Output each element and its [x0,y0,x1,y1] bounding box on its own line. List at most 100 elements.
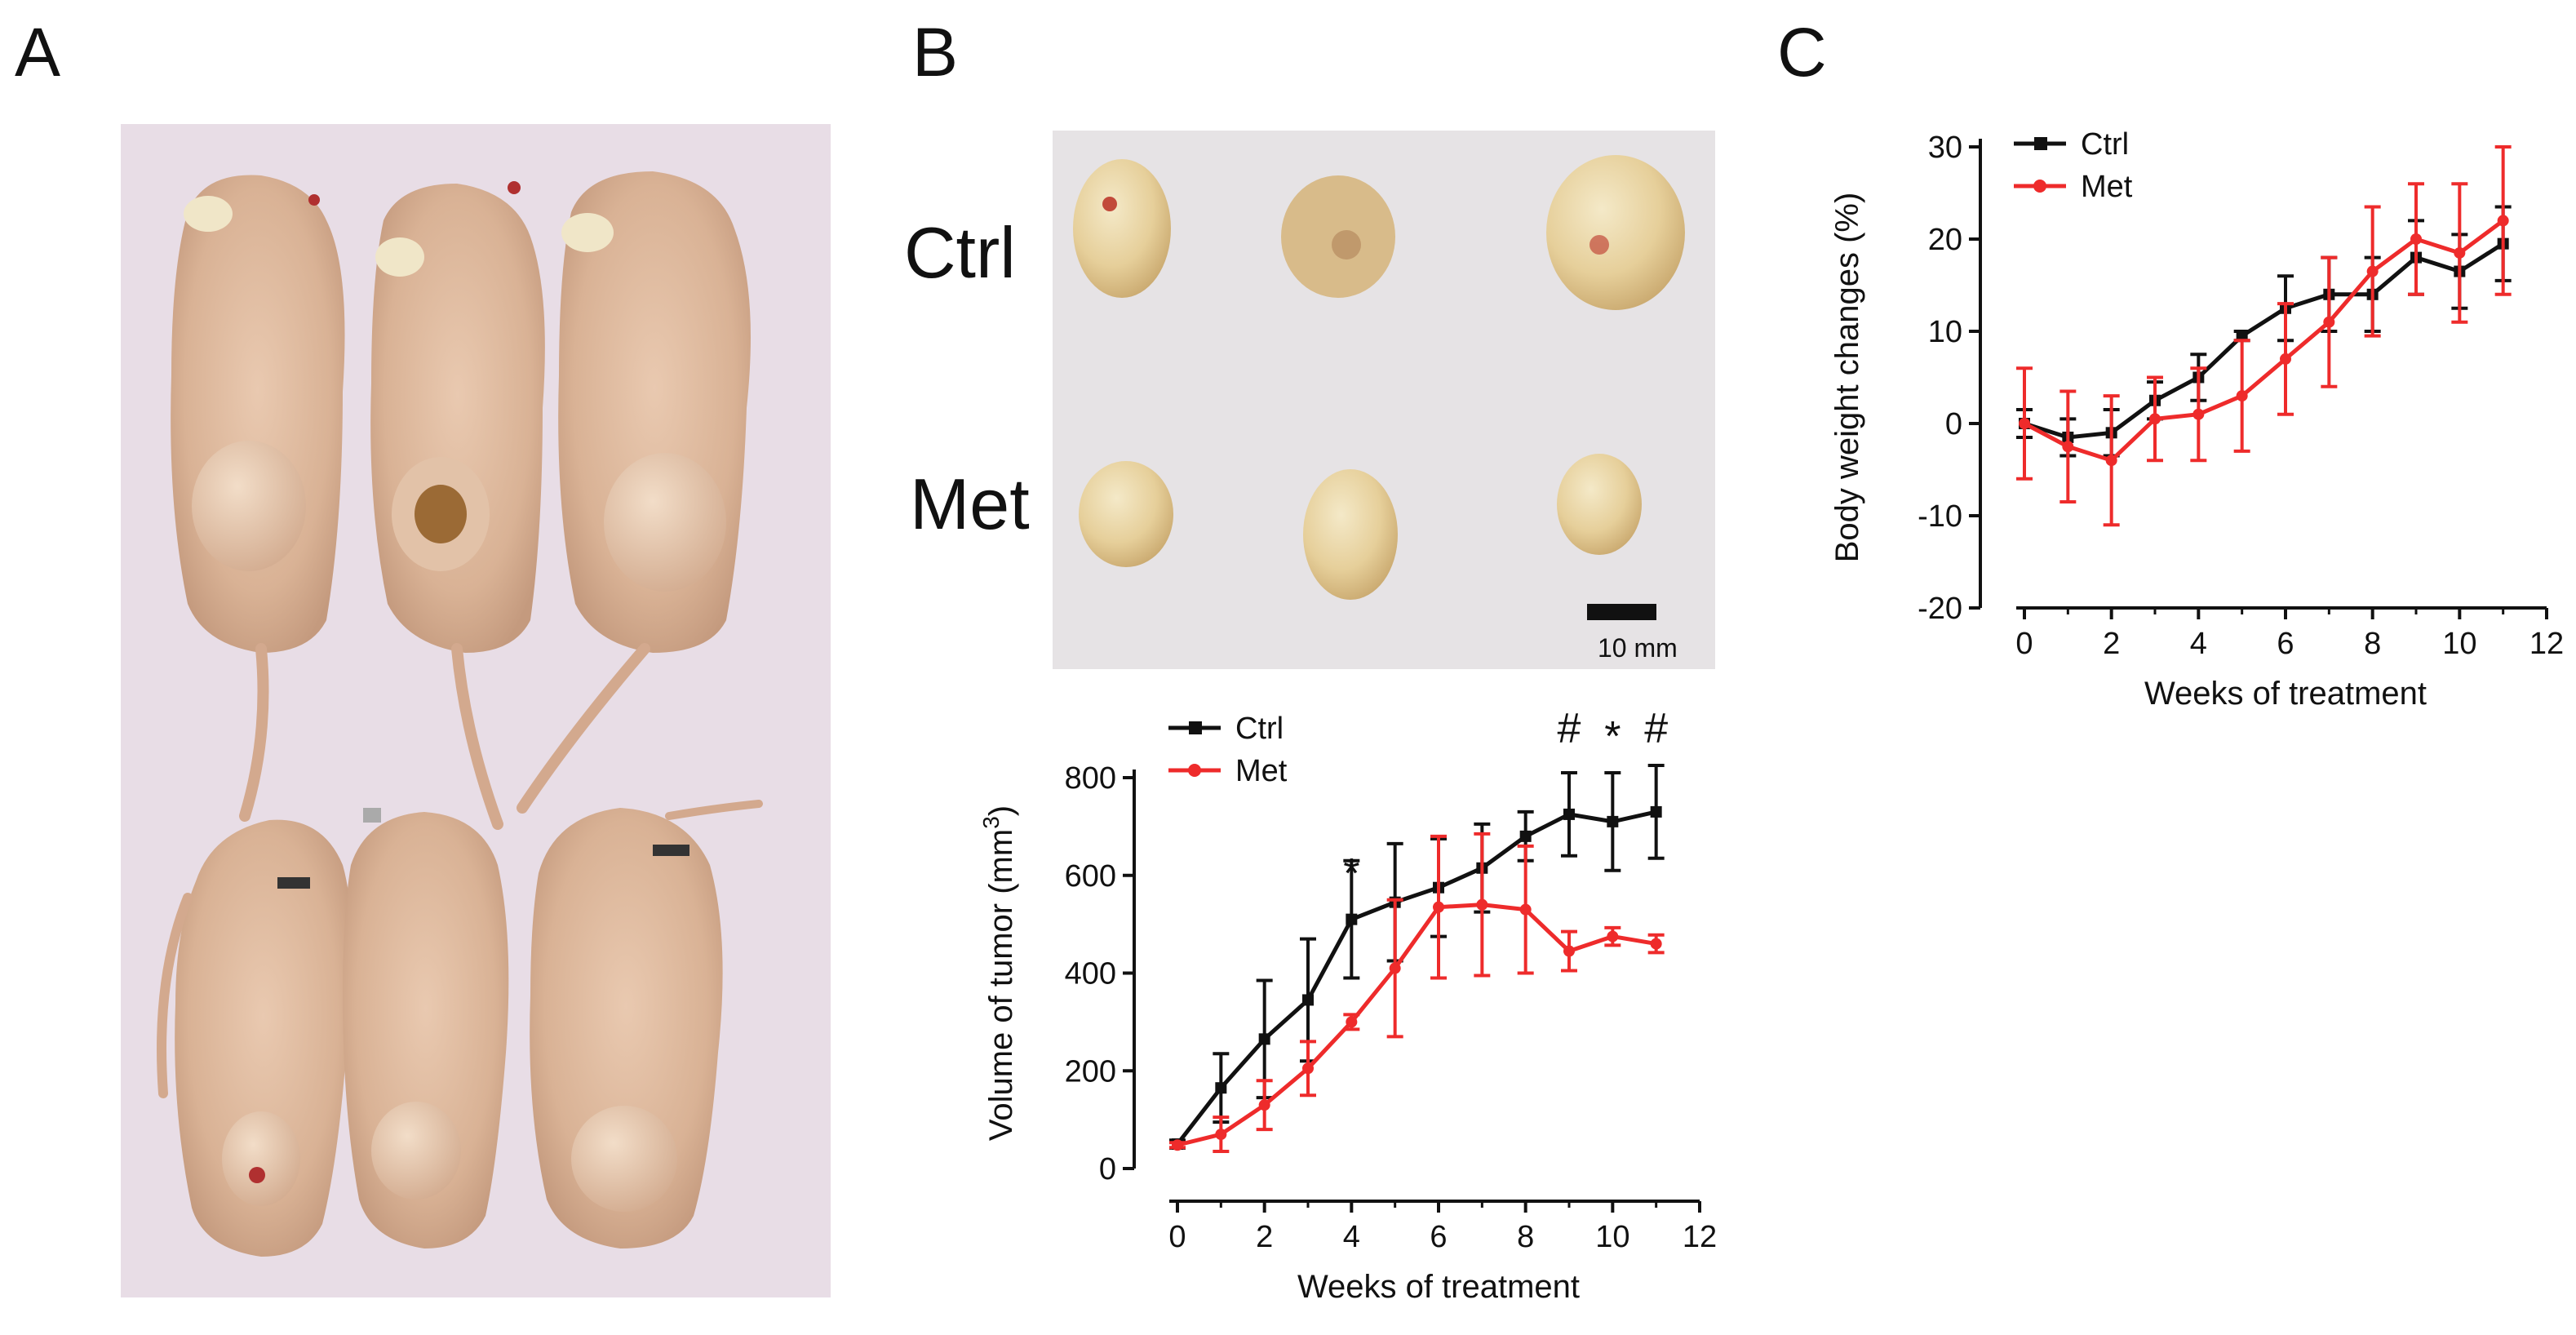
y-axis-label-close: ) [983,805,1019,816]
mice-photo [121,124,831,1297]
y-tick-label: -10 [1918,499,1962,534]
x-tick-label: 6 [2277,627,2294,661]
body-weight-chart: -20 -10 0 10 20 30 0 2 4 6 8 10 12 Weeks of treatment… [1829,127,2564,712]
data-point [2366,265,2379,277]
legend-item-met: Met [1168,754,1288,788]
data-point [1519,830,1532,842]
data-point [2236,330,2248,342]
data-point [1607,815,1619,827]
y-tick-label: 30 [1928,131,1962,165]
legend-item-met: Met [2014,170,2133,204]
data-point [1258,1033,1270,1045]
significance-marker: * [1343,850,1359,898]
tumor-met-2 [1303,469,1398,600]
y-axis-label-text: Body weight changes (%) [1829,193,1865,563]
tumor-volume-chart: 0 200 400 600 800 0 2 4 6 8 10 12 Weeks of treatment… [978,705,1717,1305]
data-point [1563,945,1575,957]
legend-label: Ctrl [2081,127,2129,162]
data-point [2497,215,2509,227]
y-tick-label: 200 [1065,1054,1116,1089]
y-tick-label: 400 [1065,957,1116,991]
data-point [1215,1082,1227,1094]
data-point [1346,1016,1358,1028]
significance-marker: * [1604,713,1621,761]
data-point [2105,455,2117,467]
legend-marker [2033,180,2046,193]
series-line [1177,903,1657,1147]
tumor-ctrl-1 [1073,159,1171,298]
x-tick-label: 12 [2529,627,2564,661]
x-axis-label: Weeks of treatment [1297,1269,1580,1305]
data-point [1563,808,1575,820]
data-point [1172,1139,1183,1151]
panel-letter-a: A [15,14,61,91]
legend-marker [2034,137,2047,150]
x-tick-label: 8 [1517,1220,1534,1254]
data-point [2323,316,2335,328]
x-tick-label: 2 [1256,1220,1273,1254]
y-tick-label: 10 [1928,315,1962,349]
row-label-ctrl: Ctrl [904,212,1016,293]
legend-label: Met [2081,170,2133,204]
x-axis-label: Weeks of treatment [2144,676,2427,712]
series-ctrl [1169,764,1665,1151]
y-tick-label: 600 [1065,859,1116,894]
panel-letter-b: B [912,14,959,91]
data-point [1389,962,1401,974]
data-point [1607,930,1619,942]
data-point [1476,898,1488,911]
mouse-bottom-right [530,800,763,1249]
series-met [1169,832,1665,1154]
x-tick-label: 0 [1168,1220,1186,1254]
legend-marker [1188,764,1201,777]
x-tick-label: 12 [1683,1220,1717,1254]
y-tick-label: 0 [1099,1152,1116,1186]
legend-label: Ctrl [1235,712,1284,746]
significance-marker: # [1558,705,1581,752]
data-point [2454,246,2466,259]
mouse-top-middle [370,181,545,830]
legend-item-ctrl: Ctrl [2014,127,2129,162]
x-tick-label: 4 [2190,627,2207,661]
scale-bar [1587,604,1656,620]
y-axis-label: Volume of tumor (mm3) [978,805,1019,1141]
data-point [1302,1062,1314,1075]
data-point [1215,1129,1227,1141]
significance-marker: # [1644,705,1668,752]
scale-bar-label: 10 mm [1598,633,1678,663]
data-point [1258,1099,1270,1111]
data-point [2062,441,2074,453]
x-tick-label: 4 [1343,1220,1360,1254]
data-point [2192,408,2205,420]
legend-item-ctrl: Ctrl [1168,712,1284,746]
row-label-met: Met [910,463,1030,544]
mouse-bottom-left [157,819,352,1257]
x-tick-label: 0 [2015,627,2033,661]
tumor-met-3 [1557,454,1642,555]
series-line [2024,242,2505,440]
data-point [2149,413,2161,425]
y-tick-label: 800 [1065,761,1116,796]
y-tick-label: -20 [1918,592,1962,626]
mouse-top-left [171,175,345,822]
data-point [2280,353,2291,365]
data-point [2236,390,2248,402]
y-tick-label: 0 [1945,407,1962,441]
series-met [2016,145,2512,527]
mouse-bottom-middle [343,808,509,1249]
data-point [2019,418,2030,429]
x-tick-label: 6 [1430,1220,1447,1254]
mouse-top-right [517,171,751,814]
data-point [1650,805,1662,818]
y-axis-label-superscript: 3 [978,816,1004,829]
data-point [1346,913,1358,925]
data-point [1519,903,1532,916]
legend-marker [1189,721,1202,734]
tumor-photo: 10 mm [1053,131,1715,669]
panel-letter-c: C [1777,14,1827,91]
x-tick-label: 2 [2103,627,2120,661]
y-axis-label-text: Volume of tumor (mm [983,829,1019,1141]
tumor-met-1 [1079,461,1173,567]
series-line [1176,809,1657,1146]
data-point [1650,938,1662,950]
